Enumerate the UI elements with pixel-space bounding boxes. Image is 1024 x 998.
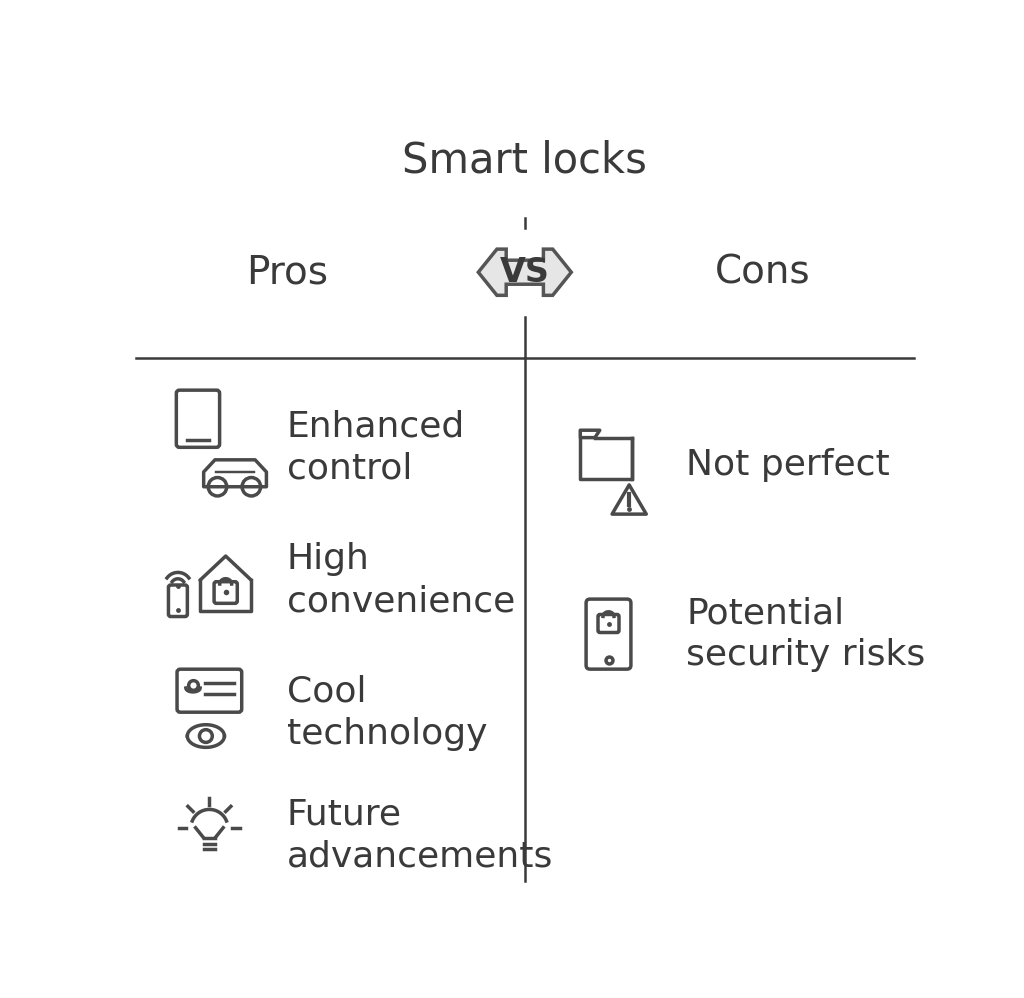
Text: Smart locks: Smart locks	[402, 140, 647, 182]
Polygon shape	[478, 250, 571, 295]
Text: Enhanced
control: Enhanced control	[287, 410, 465, 486]
Text: Cool
technology: Cool technology	[287, 675, 487, 750]
Text: Pros: Pros	[246, 253, 328, 291]
Text: Potential
security risks: Potential security risks	[686, 596, 926, 673]
Text: VS: VS	[500, 255, 550, 288]
Text: High
convenience: High convenience	[287, 542, 515, 619]
Text: Not perfect: Not perfect	[686, 448, 890, 482]
Text: Future
advancements: Future advancements	[287, 797, 553, 874]
Text: Cons: Cons	[715, 253, 811, 291]
